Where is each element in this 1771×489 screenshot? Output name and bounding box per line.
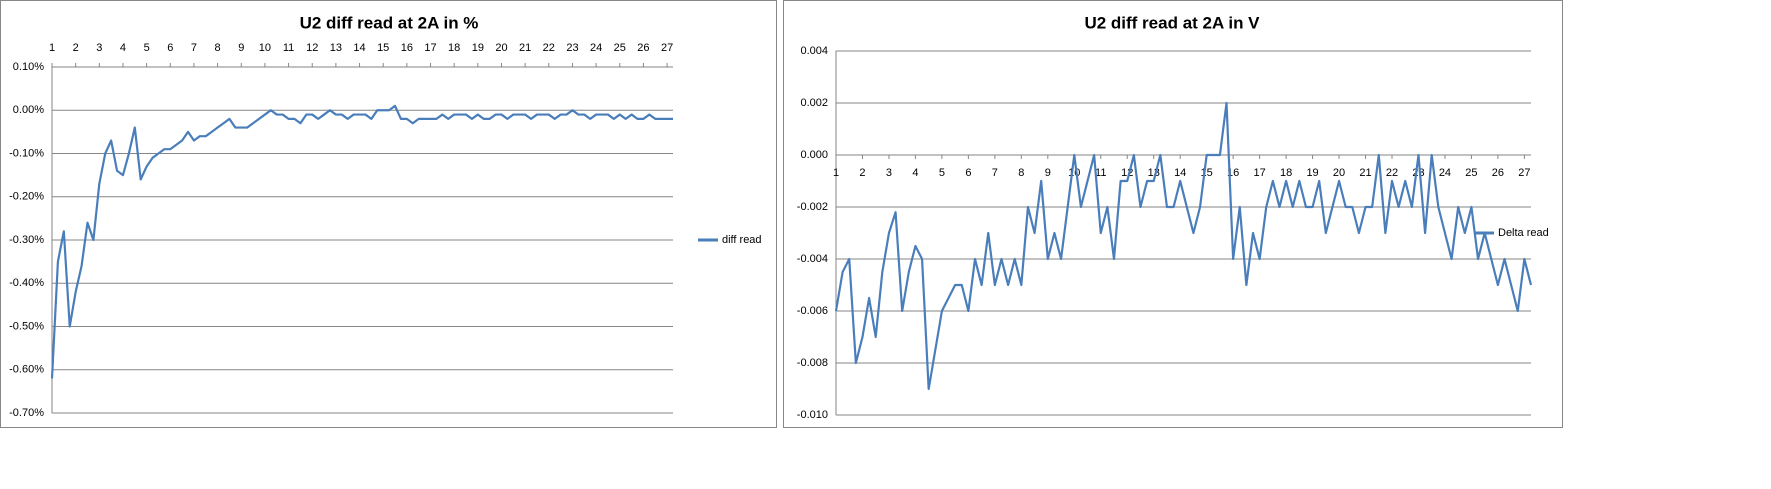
x-tick-label: 1: [49, 42, 55, 54]
x-tick-label: 26: [637, 42, 649, 54]
x-tick-label: 11: [1095, 167, 1106, 179]
x-tick-label: 5: [939, 167, 945, 179]
x-tick-label: 3: [96, 42, 102, 54]
x-tick-label: 9: [238, 42, 244, 54]
x-tick-label: 13: [330, 42, 342, 54]
x-tick-label: 7: [992, 167, 998, 179]
x-tick-label: 4: [912, 167, 918, 179]
y-tick-label: -0.60%: [9, 364, 44, 376]
y-tick-label: 0.002: [800, 97, 828, 109]
legend-label: diff read: [722, 234, 762, 246]
x-tick-label: 21: [1359, 167, 1371, 179]
x-tick-label: 20: [1333, 167, 1345, 179]
y-tick-label: -0.006: [797, 305, 828, 317]
x-tick-label: 5: [144, 42, 150, 54]
x-tick-label: 24: [1439, 167, 1451, 179]
x-tick-label: 23: [566, 42, 578, 54]
chart-title: U2 diff read at 2A in V: [1084, 13, 1260, 32]
x-tick-label: 18: [1280, 167, 1292, 179]
x-tick-label: 20: [495, 42, 507, 54]
x-tick-label: 27: [661, 42, 673, 54]
x-tick-label: 12: [306, 42, 318, 54]
x-tick-label: 10: [1068, 167, 1080, 179]
x-tick-label: 15: [1201, 167, 1213, 179]
x-tick-label: 27: [1518, 167, 1530, 179]
y-tick-label: 0.004: [800, 45, 828, 57]
y-tick-label: 0.000: [800, 149, 828, 161]
y-tick-label: 0.10%: [13, 61, 44, 73]
data-line: [834, 101, 1533, 391]
x-tick-label: 22: [543, 42, 555, 54]
y-tick-label: -0.20%: [9, 191, 44, 203]
x-tick-label: 11: [283, 42, 294, 54]
x-tick-label: 22: [1386, 167, 1398, 179]
y-tick-label: -0.10%: [9, 147, 44, 159]
x-tick-label: 26: [1492, 167, 1504, 179]
x-tick-label: 21: [519, 42, 531, 54]
y-tick-label: -0.004: [797, 253, 828, 265]
y-tick-label: -0.70%: [9, 407, 44, 419]
x-tick-label: 14: [353, 42, 365, 54]
x-tick-label: 2: [73, 42, 79, 54]
x-tick-label: 17: [1253, 167, 1265, 179]
chart-panel: [783, 0, 1563, 428]
x-tick-label: 24: [590, 42, 602, 54]
x-tick-label: 8: [215, 42, 221, 54]
x-tick-label: 8: [1018, 167, 1024, 179]
x-tick-label: 25: [1465, 167, 1477, 179]
x-tick-label: 1: [833, 167, 839, 179]
x-tick-label: 19: [1306, 167, 1318, 179]
legend-label: Delta read: [1498, 227, 1549, 239]
x-tick-label: 25: [614, 42, 626, 54]
x-tick-label: 10: [259, 42, 271, 54]
x-tick-label: 17: [424, 42, 436, 54]
x-tick-label: 14: [1174, 167, 1186, 179]
x-tick-label: 7: [191, 42, 197, 54]
x-tick-label: 6: [965, 167, 971, 179]
x-tick-label: 18: [448, 42, 460, 54]
y-tick-label: -0.002: [797, 201, 828, 213]
y-tick-label: -0.008: [797, 357, 828, 369]
x-tick-label: 23: [1412, 167, 1424, 179]
data-line: [50, 104, 673, 379]
chart-panel: [0, 0, 777, 428]
x-tick-label: 9: [1045, 167, 1051, 179]
y-tick-label: -0.010: [797, 409, 828, 421]
chart-title: U2 diff read at 2A in %: [300, 13, 479, 32]
x-tick-label: 2: [859, 167, 865, 179]
y-tick-label: -0.40%: [9, 277, 44, 289]
y-tick-label: 0.00%: [13, 104, 44, 116]
y-tick-label: -0.50%: [9, 320, 44, 332]
x-tick-label: 4: [120, 42, 126, 54]
y-tick-label: -0.30%: [9, 234, 44, 246]
x-tick-label: 6: [167, 42, 173, 54]
x-tick-label: 3: [886, 167, 892, 179]
x-tick-label: 16: [401, 42, 413, 54]
x-tick-label: 15: [377, 42, 389, 54]
x-tick-label: 19: [472, 42, 484, 54]
